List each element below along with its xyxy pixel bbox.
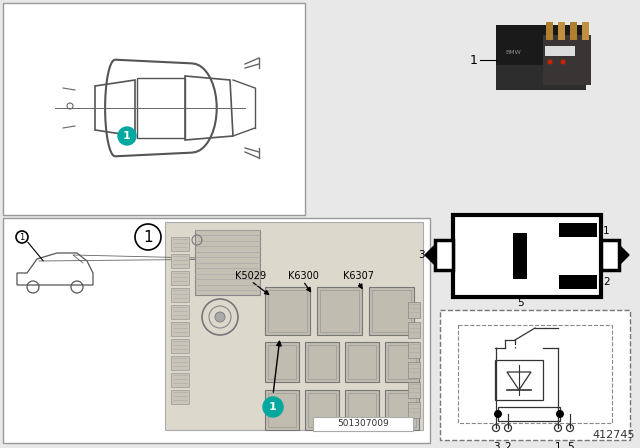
Bar (458, 325, 612, 423)
Bar (408, 402, 420, 418)
Bar (543, 35, 591, 85)
Bar (408, 342, 420, 358)
Circle shape (494, 410, 502, 418)
Text: 1: 1 (603, 226, 610, 236)
Circle shape (118, 127, 136, 145)
Bar (171, 322, 189, 336)
Text: 1: 1 (555, 442, 561, 448)
Bar (268, 290, 307, 332)
Text: 501307009: 501307009 (337, 419, 389, 428)
Text: 2: 2 (505, 442, 511, 448)
Bar (408, 302, 420, 318)
Bar (496, 65, 586, 90)
Bar (408, 322, 420, 338)
Bar (305, 390, 339, 430)
Bar (171, 288, 189, 302)
Bar (171, 373, 189, 387)
Text: K6307: K6307 (342, 271, 374, 281)
Polygon shape (619, 245, 629, 265)
Bar (372, 290, 411, 332)
Polygon shape (425, 245, 435, 265)
Bar (408, 362, 420, 378)
Bar (559, 223, 597, 237)
Bar (408, 382, 420, 398)
Bar (313, 417, 413, 431)
Bar (582, 22, 589, 40)
Bar (453, 215, 601, 297)
Bar (545, 46, 575, 56)
Bar (558, 22, 565, 40)
Text: 3: 3 (419, 250, 425, 260)
Bar (268, 345, 296, 379)
Bar (498, 407, 560, 421)
Bar (385, 342, 419, 382)
Bar (165, 222, 423, 430)
Text: K6300: K6300 (287, 271, 319, 281)
Bar (601, 240, 619, 270)
Text: 1: 1 (19, 233, 24, 241)
Bar (348, 345, 376, 379)
Bar (345, 342, 379, 382)
Bar (265, 390, 299, 430)
Circle shape (547, 60, 552, 65)
Bar (171, 237, 189, 251)
Text: 412745: 412745 (593, 430, 635, 440)
Text: BMW: BMW (505, 49, 521, 55)
Text: 2: 2 (603, 277, 610, 287)
Circle shape (556, 410, 564, 418)
Text: 1: 1 (470, 53, 478, 66)
Bar (546, 22, 553, 40)
Text: 3: 3 (493, 442, 499, 448)
Circle shape (215, 312, 225, 322)
Bar (385, 390, 419, 430)
Text: 1: 1 (123, 131, 131, 141)
Bar (265, 342, 299, 382)
Bar (137, 78, 185, 138)
Bar (369, 287, 414, 335)
Bar (559, 275, 597, 289)
Bar (268, 393, 296, 427)
Bar (345, 390, 379, 430)
Circle shape (561, 60, 566, 65)
Bar (171, 356, 189, 370)
Bar (513, 233, 527, 279)
Text: 1: 1 (269, 402, 277, 412)
Bar (495, 360, 543, 400)
Bar (440, 310, 630, 440)
Bar (195, 230, 260, 295)
Bar (348, 393, 376, 427)
Bar (435, 240, 453, 270)
Circle shape (263, 397, 283, 417)
Bar (171, 254, 189, 268)
Bar (305, 342, 339, 382)
Bar (570, 22, 577, 40)
Bar (308, 393, 336, 427)
Bar (308, 345, 336, 379)
Bar (320, 290, 359, 332)
Bar (317, 287, 362, 335)
Bar (171, 390, 189, 404)
Text: 5: 5 (518, 298, 524, 308)
Bar (171, 271, 189, 285)
Bar (388, 345, 416, 379)
Bar (3, 3, 305, 215)
Bar (265, 287, 310, 335)
Bar (171, 339, 189, 353)
Text: 5: 5 (566, 442, 573, 448)
Text: K5029: K5029 (236, 271, 267, 281)
Bar (171, 305, 189, 319)
Bar (388, 393, 416, 427)
Bar (3, 218, 430, 443)
Text: 1: 1 (143, 229, 153, 245)
Bar (496, 25, 586, 90)
